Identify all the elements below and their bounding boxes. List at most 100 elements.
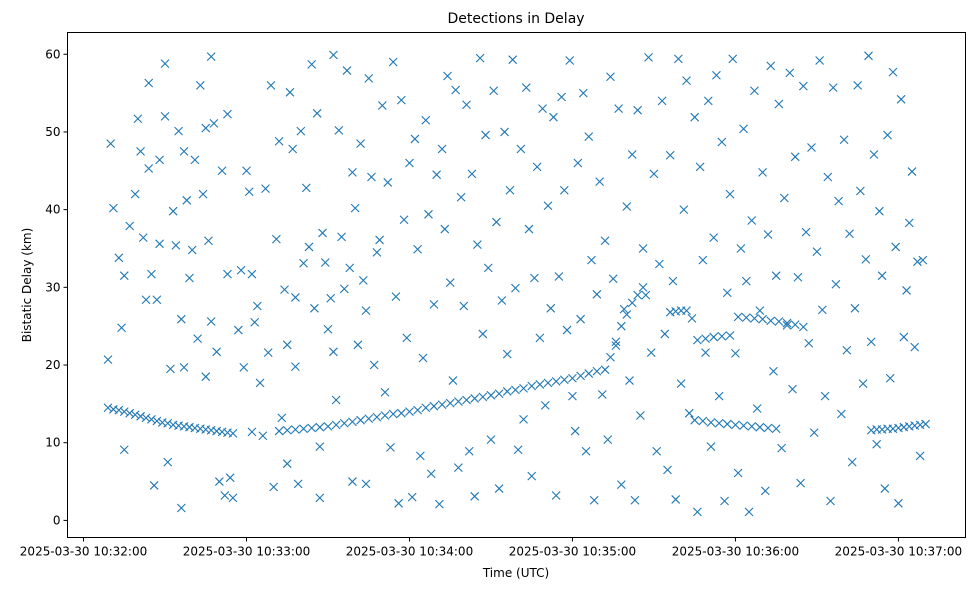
data-point-tracks [559, 375, 569, 385]
data-point-clutter [497, 296, 507, 305]
data-point-clutter [747, 216, 757, 225]
data-point-clutter [918, 255, 928, 265]
data-point-clutter [505, 185, 515, 195]
data-point-clutter [646, 348, 656, 357]
data-point-clutter [301, 183, 311, 193]
data-point-tracks [364, 414, 374, 424]
data-point-clutter [535, 333, 545, 343]
data-point-clutter [307, 59, 317, 69]
x-axis-label: Time (UTC) [482, 566, 549, 580]
data-point-tracks [323, 422, 333, 431]
data-point-clutter [103, 355, 113, 364]
data-point-clutter [299, 258, 308, 268]
data-point-tracks [348, 417, 357, 427]
data-point-tracks [331, 420, 341, 430]
data-point-clutter [611, 341, 621, 350]
data-point-tracks [396, 408, 406, 418]
data-point-clutter [190, 155, 200, 165]
data-point-clutter [709, 233, 719, 242]
data-point-tracks [766, 316, 776, 326]
data-point-tracks [437, 400, 447, 410]
data-point-clutter [606, 72, 615, 82]
data-point-clutter [695, 162, 705, 172]
data-point-tracks [282, 425, 292, 435]
data-point-clutter [809, 428, 819, 438]
data-point-clutter [147, 269, 156, 279]
data-point-clutter [858, 379, 868, 389]
data-point-clutter [788, 384, 797, 394]
data-point-clutter [350, 203, 360, 213]
data-point-tracks [921, 419, 930, 429]
data-point-clutter [369, 360, 379, 370]
data-point-clutter [348, 477, 357, 486]
data-point-clutter [459, 301, 469, 311]
data-point-clutter [793, 272, 803, 282]
data-point-clutter [266, 80, 276, 90]
data-point-clutter [472, 240, 482, 249]
data-point-tracks [798, 322, 808, 332]
data-point-tracks [339, 418, 349, 428]
data-point-tracks [543, 378, 553, 388]
data-point-clutter [766, 61, 776, 71]
data-point-clutter [388, 57, 398, 67]
data-point-tracks [638, 282, 648, 292]
data-point-clutter [750, 86, 759, 96]
data-point-clutter [467, 169, 477, 179]
data-point-tracks [502, 387, 512, 396]
data-point-clutter [361, 306, 371, 316]
data-point-clutter [315, 442, 325, 451]
data-point-clutter [578, 88, 588, 98]
data-point-tracks [356, 415, 365, 425]
data-point-clutter [494, 484, 504, 493]
data-point-clutter [185, 273, 194, 283]
data-point-clutter [904, 218, 914, 228]
data-point-clutter [258, 431, 268, 441]
data-point-clutter [239, 362, 249, 372]
data-point-clutter [875, 206, 884, 216]
data-point-clutter [426, 469, 436, 479]
data-points [103, 50, 930, 517]
data-point-clutter [377, 101, 387, 110]
data-point-clutter [486, 435, 496, 444]
data-point-clutter [209, 119, 219, 128]
data-point-tracks [486, 390, 496, 400]
data-point-clutter [568, 391, 577, 401]
data-point-tracks [758, 314, 767, 324]
data-point-clutter [649, 169, 659, 179]
data-point-clutter [242, 166, 251, 176]
data-point-clutter [581, 446, 591, 456]
data-point-clutter [171, 240, 181, 250]
data-point-clutter [288, 144, 298, 154]
data-point-clutter [657, 96, 667, 106]
data-point-clutter [429, 300, 439, 309]
data-point-tracks [600, 365, 610, 375]
data-point-clutter [559, 185, 569, 195]
data-point-clutter [758, 167, 767, 177]
data-point-clutter [769, 366, 778, 376]
data-point-clutter [291, 362, 300, 371]
data-point-tracks [527, 381, 537, 391]
data-point-clutter [622, 202, 632, 211]
data-point-tracks [494, 389, 504, 399]
data-point-tracks [103, 403, 113, 413]
data-point-clutter [206, 52, 216, 61]
data-point-clutter [399, 215, 409, 225]
data-point-clutter [310, 303, 319, 313]
data-point-clutter [527, 471, 537, 481]
data-point-clutter [144, 164, 154, 173]
data-point-tracks [429, 401, 439, 411]
data-point-clutter [280, 285, 289, 295]
data-point-clutter [271, 234, 281, 244]
data-point-tracks [690, 415, 700, 425]
data-point-clutter [437, 144, 447, 154]
data-point-tracks [462, 395, 471, 405]
data-point-clutter [201, 123, 211, 133]
data-point-clutter [869, 150, 879, 159]
data-point-clutter [592, 289, 602, 299]
data-point-clutter [291, 293, 300, 302]
data-point-clutter [155, 155, 164, 165]
data-point-clutter [282, 459, 292, 469]
data-point-clutter [195, 80, 205, 90]
data-point-tracks [535, 380, 545, 389]
x-tick-label: 2025-03-30 10:37:00 [835, 545, 962, 559]
